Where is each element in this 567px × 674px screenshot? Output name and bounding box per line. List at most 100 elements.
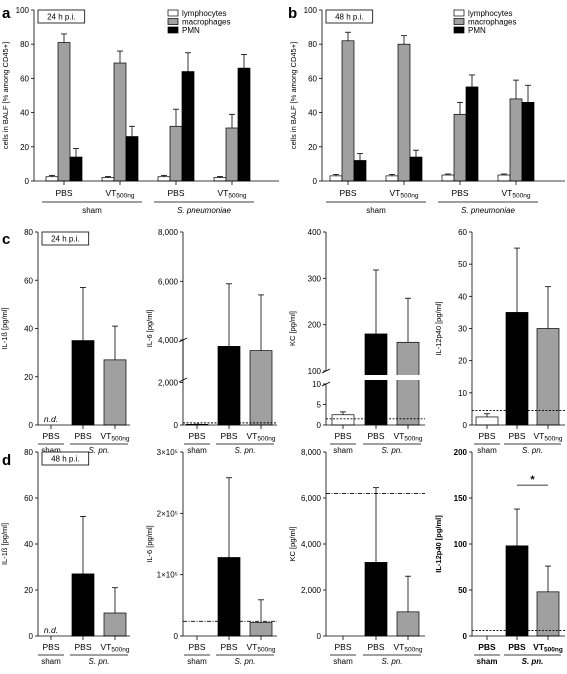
bar-0	[475, 416, 499, 426]
y-tick-label: 8,000	[158, 228, 179, 237]
x-tick-label-0: PBS	[334, 431, 351, 441]
bar-PMN-0	[69, 156, 83, 182]
x-tick-label-1: PBS	[74, 642, 91, 652]
timepoint-box	[41, 451, 90, 466]
axis-break-mark	[321, 381, 331, 387]
bar-PMN-2	[465, 86, 479, 182]
y-tick-label: 30	[458, 325, 467, 334]
y-tick-label: 100	[16, 6, 30, 15]
legend-swatch-lymphocytes	[167, 9, 179, 17]
bar-PMN-1	[125, 136, 139, 182]
chart-c-KC [pg/ml]: KC [pg/ml] 0 5 10 100 200 300 400 PBS PBS VT500ng s…	[288, 228, 427, 455]
timepoint-label: 48 h p.i.	[335, 13, 363, 22]
group-label-0: sham	[82, 206, 102, 215]
chart-d-KC [pg/ml]: KC [pg/ml] 0 2,000 4,000 6,000 8,000 PBS PBS VT5…	[288, 448, 425, 666]
bar-lymphocytes-2	[157, 176, 171, 182]
y-tick-label: 4,000	[301, 540, 322, 549]
group-label-1: S. pn.	[89, 657, 110, 666]
y-axis-label: cells in BALF [% among CD45+]	[289, 42, 298, 149]
y-tick-label: 0	[29, 632, 34, 641]
axis-break-mark	[321, 368, 331, 374]
y-tick-label: 50	[458, 260, 467, 269]
chart-a: 0 20 40 60 80 100 cells in BALF [% among CD45+…	[1, 6, 279, 215]
y-tick-label: 1×10⁵	[157, 571, 178, 580]
bar-lymphocytes-1	[385, 175, 399, 182]
x-tick-label-0: PBS	[478, 431, 495, 441]
bar-macrophages-3	[225, 127, 239, 182]
chart-c-IL-12p40 [pg/ml]: IL-12p40 [pg/ml] 0 10 20 30 40 50 60 PBS PBS VT500…	[434, 228, 565, 455]
chart-c-IL-6 [pg/ml]: IL-6 [pg/ml] 0 2,000 4,000 6,000 8,000 PBS PBS V…	[145, 228, 277, 455]
bar-lymphocytes-2	[441, 174, 455, 182]
y-tick-label: 10	[458, 389, 467, 398]
y-tick-label: 20	[458, 357, 467, 366]
timepoint-box	[325, 9, 374, 24]
y-axis-label: KC [pg/ml]	[288, 311, 297, 346]
bar-2	[103, 359, 127, 426]
y-tick-label: 3×10⁵	[157, 448, 178, 457]
x-tick-label-1: PBS	[220, 431, 237, 441]
y-tick-label: 0	[317, 632, 322, 641]
group-label-1: S. pn.	[382, 657, 403, 666]
bar-2	[536, 591, 560, 637]
chart-d-IL-1ß [pg/ml]: IL-1ß [pg/ml] 48 h p.i. 0 20 40 60 80 n.d. PBS PB…	[0, 448, 130, 666]
y-tick-label: 0	[463, 632, 468, 641]
group-label-1: S. pneumoniae	[461, 206, 515, 215]
y-tick-label: 60	[458, 228, 467, 237]
group-label-1: S. pn.	[235, 657, 256, 666]
group-label-1: S. pn.	[89, 446, 110, 455]
timepoint-label: 24 h p.i.	[51, 235, 79, 244]
y-tick-label: 5	[317, 401, 322, 410]
y-tick-label: 100	[308, 367, 322, 376]
bar-macrophages-2	[453, 113, 467, 182]
group-label-0: sham	[41, 446, 61, 455]
bar-1	[217, 346, 241, 426]
not-detected-label: n.d.	[44, 414, 58, 424]
x-tick-label-2: VT500ng	[394, 431, 423, 443]
x-tick-label-1: PBS	[367, 431, 384, 441]
y-tick-label: 80	[24, 228, 33, 237]
x-tick-label-2: PBS	[167, 188, 184, 198]
bar-2	[249, 622, 273, 637]
y-tick-label: 400	[308, 228, 322, 237]
y-tick-label: 150	[454, 494, 468, 503]
group-label-0: sham	[366, 206, 386, 215]
x-tick-label-2: VT500ng	[533, 642, 563, 654]
y-tick-label: 60	[24, 494, 33, 503]
legend-label-PMN: PMN	[468, 26, 486, 35]
y-tick-label: 0	[317, 421, 322, 430]
x-tick-label-0: PBS	[188, 431, 205, 441]
x-tick-label-2: VT500ng	[534, 431, 563, 443]
y-tick-label: 4,000	[158, 336, 179, 345]
y-tick-label: 0	[29, 421, 34, 430]
legend-swatch-PMN	[453, 26, 465, 34]
y-tick-label: 0	[25, 177, 30, 186]
x-tick-label-2: VT500ng	[101, 431, 130, 443]
y-tick-label: 2,000	[158, 379, 179, 388]
bar-1	[71, 573, 95, 637]
axis-break-band	[328, 375, 427, 380]
y-tick-label: 0	[313, 177, 318, 186]
bar-macrophages-1	[113, 62, 127, 182]
y-tick-label: 300	[308, 274, 322, 283]
legend-label-lymphocytes: lymphocytes	[182, 9, 226, 18]
group-label-1: S. pn.	[522, 446, 543, 455]
bar-macrophages-0	[57, 42, 71, 182]
group-label-0: sham	[333, 657, 353, 666]
y-tick-label: 0	[174, 421, 179, 430]
x-tick-label-2: VT500ng	[101, 642, 130, 654]
y-tick-label: 60	[20, 74, 29, 83]
chart-c-IL-1ß [pg/ml]: IL-1ß [pg/ml] 24 h p.i. 0 20 40 60 80 n.d. PBS PB…	[0, 228, 130, 455]
y-tick-label: 60	[308, 74, 317, 83]
x-tick-label-1: VT500ng	[106, 188, 135, 200]
legend-swatch-lymphocytes	[453, 9, 465, 17]
significance-star: *	[530, 474, 535, 486]
y-tick-label: 100	[454, 540, 468, 549]
timepoint-label: 24 h p.i.	[47, 13, 75, 22]
x-tick-label-2: PBS	[451, 188, 468, 198]
panel-letter-a: a	[2, 5, 11, 22]
bar-lymphocytes-1	[101, 177, 115, 182]
y-axis-label: IL-1ß [pg/ml]	[0, 523, 9, 565]
group-label-0: sham	[477, 446, 497, 455]
group-label-1: S. pn.	[235, 446, 256, 455]
legend-swatch-macrophages	[167, 18, 179, 25]
